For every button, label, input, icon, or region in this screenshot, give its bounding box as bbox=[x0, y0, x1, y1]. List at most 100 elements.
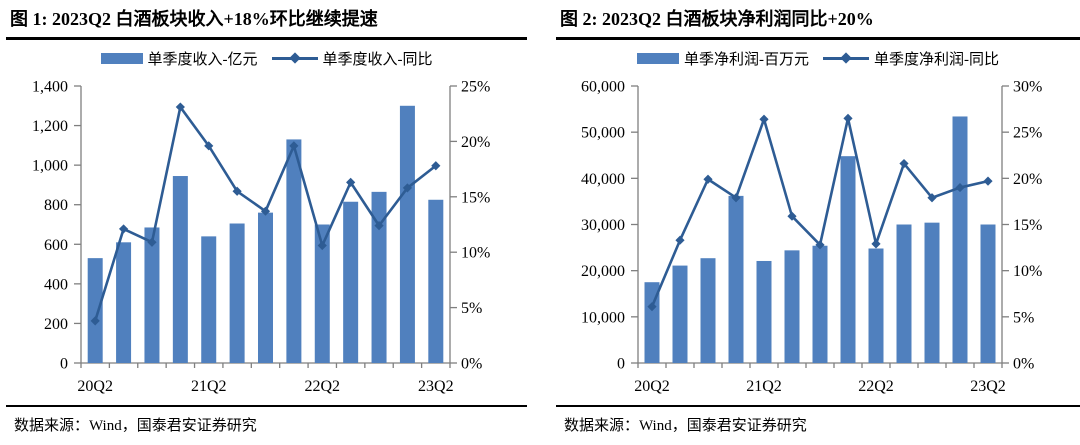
bar-20Q4 bbox=[700, 257, 716, 363]
bar-22Q3 bbox=[343, 201, 359, 363]
y-axis-left-label: 200 bbox=[44, 315, 68, 332]
y-axis-right-label: 10% bbox=[1013, 263, 1042, 280]
x-axis-label: 21Q2 bbox=[191, 378, 227, 395]
figure-2-legend: 单季净利润-百万元 单季度净利润-同比 bbox=[556, 48, 1080, 69]
marker-22Q4 bbox=[374, 220, 384, 230]
y-axis-right-label: 25% bbox=[461, 78, 490, 95]
y-axis-right-label: 10% bbox=[461, 244, 490, 261]
x-axis-label: 20Q2 bbox=[77, 378, 113, 395]
marker-20Q2 bbox=[90, 315, 100, 325]
legend-label-line: 单季度收入-同比 bbox=[322, 51, 433, 68]
marker-20Q4 bbox=[703, 174, 713, 184]
figure-1-panel: 图 1: 2023Q2 白酒板块收入+18%环比继续提速 单季度收入-亿元 单季… bbox=[6, 0, 527, 435]
bar-22Q4 bbox=[924, 222, 940, 363]
bar-23Q1 bbox=[952, 115, 968, 363]
legend-label-bar: 单季度收入-亿元 bbox=[147, 51, 258, 68]
figure-2-title: 图 2: 2023Q2 白酒板块净利润同比+20% bbox=[560, 9, 874, 29]
y-axis-right-label: 25% bbox=[1013, 124, 1042, 141]
x-axis-label: 22Q2 bbox=[858, 378, 894, 395]
y-axis-left-label: 1,000 bbox=[32, 157, 68, 174]
line-series-swatch bbox=[823, 52, 869, 64]
y-axis-right-label: 15% bbox=[1013, 217, 1042, 234]
marker-21Q1 bbox=[175, 101, 185, 112]
y-axis-right-label: 15% bbox=[461, 189, 490, 206]
y-axis-left-label: 50,000 bbox=[581, 124, 625, 141]
marker-20Q3 bbox=[675, 235, 685, 245]
bar-22Q4 bbox=[371, 191, 387, 363]
diamond-marker-icon bbox=[840, 52, 852, 64]
legend-item-yoy-line: 单季度净利润-同比 bbox=[823, 48, 999, 69]
marker-21Q3 bbox=[787, 211, 797, 221]
marker-21Q4 bbox=[815, 239, 825, 249]
marker-23Q2 bbox=[983, 176, 993, 186]
figure-2-title-rule bbox=[556, 36, 1080, 40]
figure-1-legend: 单季度收入-亿元 单季度收入-同比 bbox=[6, 48, 527, 69]
bar-20Q3 bbox=[116, 241, 132, 363]
legend-item-profit-bars: 单季净利润-百万元 bbox=[637, 48, 809, 69]
y-axis-right-label: 5% bbox=[461, 300, 482, 317]
y-axis-left-label: 40,000 bbox=[581, 170, 625, 187]
y-axis-right-label: 30% bbox=[1013, 78, 1042, 95]
bar-21Q3 bbox=[229, 223, 245, 363]
y-axis-left-label: 1,200 bbox=[32, 118, 68, 135]
bar-21Q1 bbox=[728, 195, 744, 363]
bar-22Q3 bbox=[896, 224, 912, 363]
marker-21Q1 bbox=[731, 192, 741, 202]
marker-22Q2 bbox=[871, 238, 881, 248]
x-axis-label: 20Q2 bbox=[634, 378, 670, 395]
figure-1-chart: 0 200 400 600 800 1,000 1,200 1,400 0% 5% 10% 15% 20… bbox=[32, 78, 490, 395]
legend-label-bar: 单季净利润-百万元 bbox=[684, 51, 809, 68]
marker-20Q4 bbox=[147, 237, 157, 247]
y-axis-left-label: 800 bbox=[44, 197, 68, 214]
marker-23Q2 bbox=[431, 160, 441, 170]
x-axis-label: 23Q2 bbox=[418, 378, 454, 395]
marker-21Q3 bbox=[232, 186, 242, 196]
bar-21Q2 bbox=[201, 235, 217, 363]
bar-21Q2 bbox=[756, 260, 772, 363]
bar-20Q4 bbox=[144, 226, 160, 363]
marker-22Q2 bbox=[317, 240, 327, 250]
bar-21Q4 bbox=[812, 245, 828, 363]
bar-21Q4 bbox=[258, 212, 273, 363]
figure-2-chart: 0 10,000 20,000 30,000 40,000 50,000 60,000 0% 5… bbox=[581, 78, 1042, 395]
bar-22Q1 bbox=[840, 155, 856, 363]
y-axis-right-label: 5% bbox=[1013, 309, 1034, 326]
marker-22Q3 bbox=[346, 177, 356, 187]
line-series-swatch bbox=[271, 52, 318, 64]
y-axis-left-label: 400 bbox=[44, 276, 68, 293]
marker-22Q3 bbox=[899, 158, 909, 168]
marker-21Q4 bbox=[260, 206, 271, 216]
y-axis-left-label: 0 bbox=[617, 355, 625, 372]
marker-23Q1 bbox=[955, 182, 965, 192]
legend-label-line: 单季度净利润-同比 bbox=[874, 51, 999, 68]
bar-20Q2 bbox=[644, 281, 660, 363]
bar-22Q1 bbox=[286, 138, 302, 363]
figure-2-panel: 图 2: 2023Q2 白酒板块净利润同比+20% 单季净利润-百万元 单季度净… bbox=[556, 0, 1080, 435]
bar-21Q1 bbox=[172, 175, 188, 363]
y-axis-left-label: 1,400 bbox=[32, 78, 68, 95]
bar-series-swatch bbox=[100, 52, 143, 64]
marker-22Q1 bbox=[843, 113, 853, 123]
y-axis-left-label: 10,000 bbox=[581, 309, 625, 326]
figure-1-title-rule bbox=[6, 36, 527, 40]
x-axis-label: 23Q2 bbox=[970, 378, 1006, 395]
bar-22Q2 bbox=[868, 248, 884, 363]
bar-20Q2 bbox=[87, 257, 103, 363]
figure-1-source: 数据来源：Wind，国泰君安证券研究 bbox=[14, 417, 257, 434]
y-axis-left-label: 600 bbox=[44, 236, 68, 253]
marker-22Q4 bbox=[927, 192, 937, 202]
figure-2-source-rule bbox=[556, 404, 1080, 407]
bar-23Q2 bbox=[428, 199, 444, 363]
y-axis-left-label: 30,000 bbox=[581, 217, 625, 234]
marker-21Q2 bbox=[759, 114, 769, 124]
bar-21Q3 bbox=[784, 249, 800, 363]
y-axis-left-label: 20,000 bbox=[581, 263, 625, 280]
marker-23Q1 bbox=[402, 182, 413, 193]
marker-21Q2 bbox=[204, 140, 214, 150]
legend-item-yoy-line: 单季度收入-同比 bbox=[271, 48, 433, 69]
x-axis-label: 22Q2 bbox=[304, 378, 340, 395]
bar-20Q3 bbox=[672, 265, 688, 363]
diamond-marker-icon bbox=[288, 52, 301, 64]
legend-item-revenue-bars: 单季度收入-亿元 bbox=[100, 48, 258, 69]
